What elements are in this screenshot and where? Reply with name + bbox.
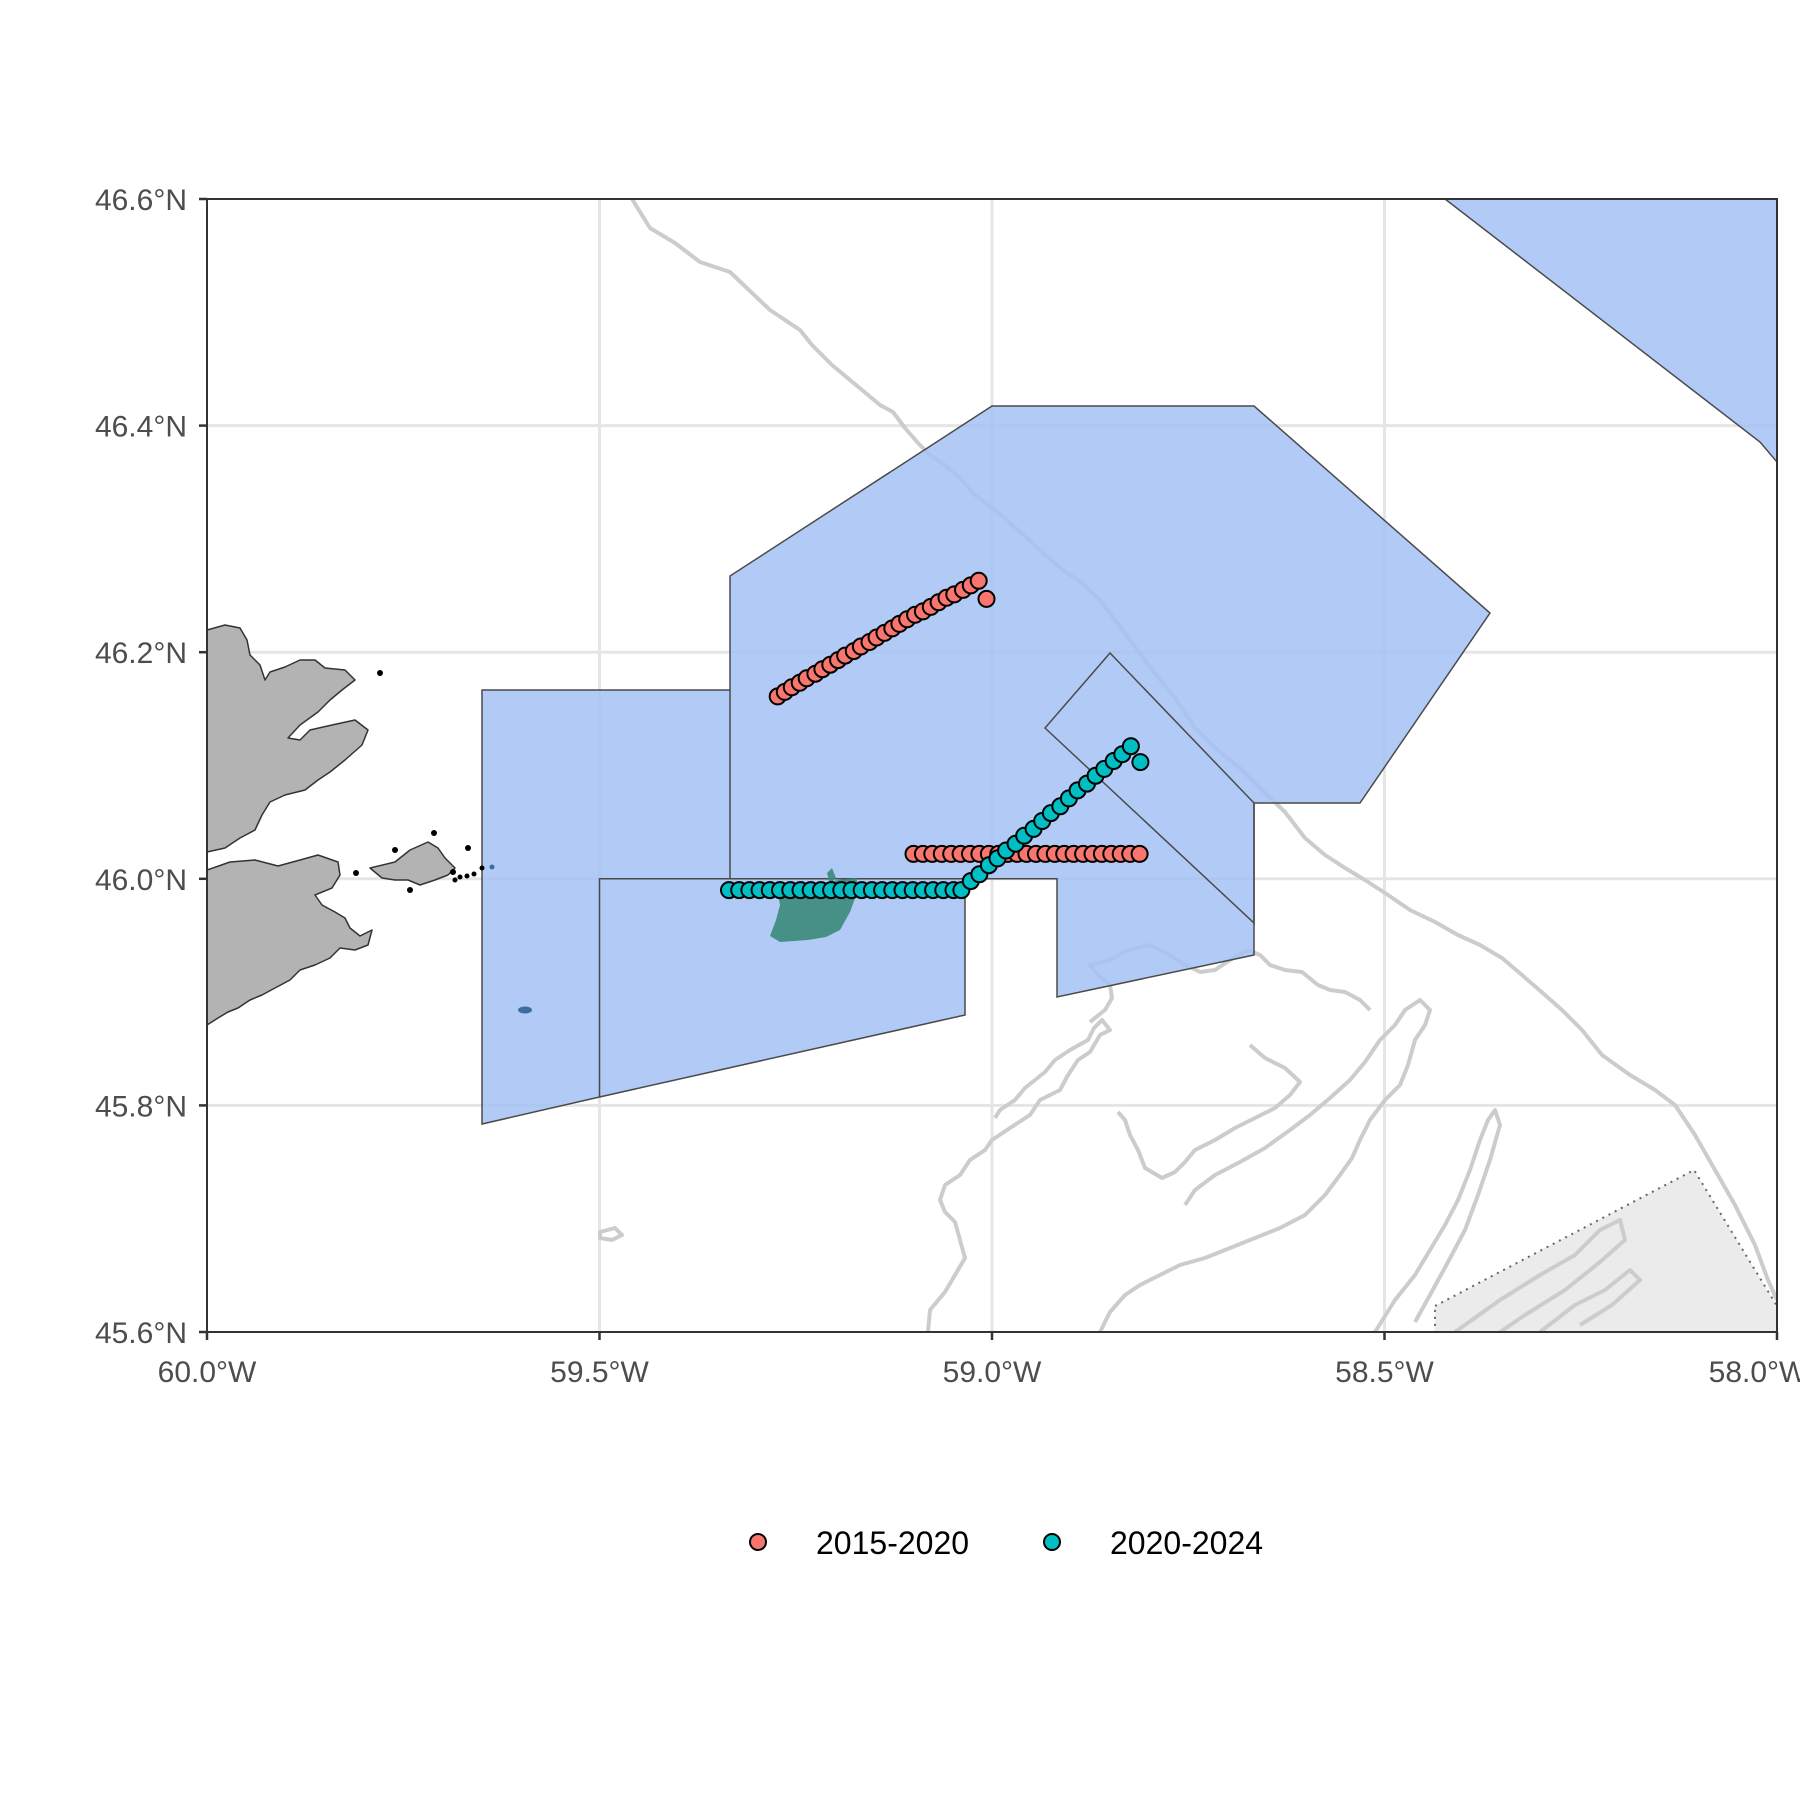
x-tick-label: 60.0°W bbox=[158, 1356, 257, 1389]
legend-label-2015-2020: 2015-2020 bbox=[816, 1525, 969, 1561]
y-tick-label: 46.0°N bbox=[95, 864, 187, 897]
legend-key-2020-2024 bbox=[1043, 1533, 1061, 1551]
islet bbox=[489, 864, 495, 870]
islet bbox=[452, 877, 458, 883]
islet bbox=[479, 865, 485, 871]
x-axis bbox=[205, 1332, 1779, 1340]
y-tick-label: 45.6°N bbox=[95, 1317, 187, 1350]
survey-points bbox=[720, 571, 1150, 900]
islet bbox=[377, 670, 383, 676]
y-tick-label: 46.6°N bbox=[95, 184, 187, 217]
cape-breton-upper bbox=[207, 624, 369, 853]
x-tick-label: 59.5°W bbox=[550, 1356, 649, 1389]
islet bbox=[407, 887, 413, 893]
islets bbox=[353, 670, 495, 893]
legend: 2015-2020 2020-2024 bbox=[749, 1525, 1263, 1561]
series-2020-2024 bbox=[720, 737, 1150, 900]
legend-label-2020-2024: 2020-2024 bbox=[1110, 1525, 1263, 1561]
zone-polygons bbox=[481, 199, 1777, 1125]
x-tick-labels: 60.0°W 59.5°W 59.0°W 58.5°W 58.0°W bbox=[158, 1356, 1800, 1389]
data-point bbox=[1131, 753, 1150, 772]
islet bbox=[392, 847, 398, 853]
y-tick-label: 46.2°N bbox=[95, 637, 187, 670]
islet bbox=[450, 869, 456, 875]
data-point bbox=[977, 589, 996, 608]
data-point bbox=[969, 571, 988, 590]
series-2015-2020 bbox=[768, 571, 1149, 863]
small-patch bbox=[518, 1006, 532, 1014]
islet bbox=[353, 870, 359, 876]
x-tick-label: 58.5°W bbox=[1335, 1356, 1434, 1389]
islet bbox=[464, 873, 470, 879]
y-tick-label: 45.8°N bbox=[95, 1090, 187, 1123]
y-tick-label: 46.4°N bbox=[95, 411, 187, 444]
zone-inner-block bbox=[598, 878, 965, 1097]
cape-breton-lower bbox=[207, 854, 373, 1026]
y-tick-labels: 46.6°N 46.4°N 46.2°N 46.0°N 45.8°N 45.6°… bbox=[95, 184, 187, 1350]
islet bbox=[465, 845, 471, 851]
y-axis bbox=[199, 197, 207, 1334]
x-tick-label: 59.0°W bbox=[943, 1356, 1042, 1389]
zone-diagonal bbox=[1043, 651, 1255, 925]
islet bbox=[431, 830, 437, 836]
shaded-area bbox=[1434, 1168, 1777, 1332]
legend-key-2015-2020 bbox=[749, 1533, 767, 1551]
data-point bbox=[1130, 844, 1149, 863]
islet bbox=[471, 871, 477, 877]
land-masses bbox=[207, 624, 456, 1026]
x-tick-label: 58.0°W bbox=[1709, 1356, 1800, 1389]
data-point bbox=[1121, 737, 1140, 756]
islet bbox=[457, 874, 463, 880]
zone-ne-corner bbox=[1443, 199, 1777, 464]
